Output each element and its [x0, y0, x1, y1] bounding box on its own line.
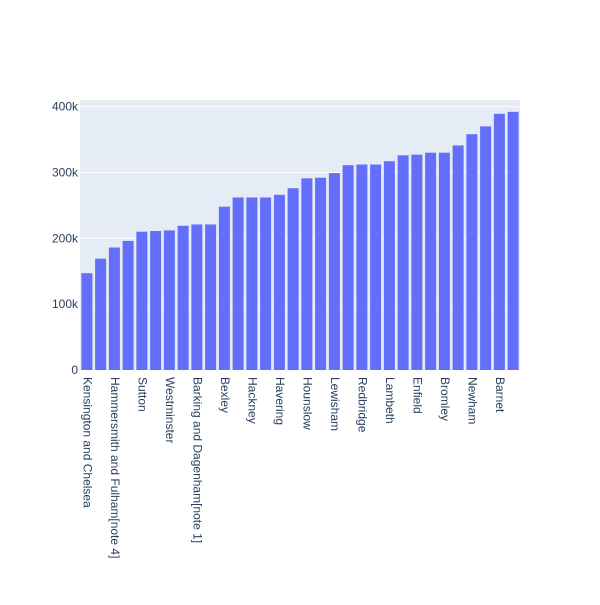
x-tick-label: Kensington and Chelsea: [81, 377, 95, 508]
bar[interactable]: [411, 154, 423, 370]
y-tick-label: 400k: [52, 100, 79, 114]
bar[interactable]: [397, 155, 409, 370]
x-tick-label: Redbridge: [356, 377, 370, 433]
bar[interactable]: [81, 273, 93, 370]
bar[interactable]: [95, 258, 107, 370]
y-tick-label: 200k: [52, 231, 79, 245]
x-tick-label: Bexley: [218, 377, 232, 413]
bar[interactable]: [493, 113, 505, 370]
bar[interactable]: [205, 224, 217, 370]
bar[interactable]: [150, 231, 162, 370]
y-tick-label: 0: [71, 363, 78, 377]
x-tick-label: Hammersmith and Fulham[note 4]: [108, 377, 122, 558]
bar[interactable]: [177, 225, 189, 370]
x-tick-label: Hackney: [246, 377, 260, 424]
bar[interactable]: [452, 145, 464, 370]
bar[interactable]: [273, 194, 285, 370]
y-tick-label: 300k: [52, 165, 79, 179]
bar[interactable]: [438, 152, 450, 370]
bar[interactable]: [191, 224, 203, 370]
bar[interactable]: [301, 178, 313, 370]
bar[interactable]: [287, 188, 299, 370]
bar[interactable]: [480, 126, 492, 370]
bar[interactable]: [122, 240, 134, 370]
bar[interactable]: [108, 247, 120, 370]
bar[interactable]: [342, 165, 354, 370]
x-axis-ticks: Kensington and Chelsea Hammersmith and Fu…: [81, 377, 508, 558]
x-tick-label: Sutton: [136, 377, 150, 412]
bar[interactable]: [232, 197, 244, 370]
bar[interactable]: [507, 111, 519, 370]
x-tick-label: Bromley: [438, 377, 452, 421]
x-tick-label: Hounslow: [301, 377, 315, 430]
bar[interactable]: [218, 206, 230, 370]
bar[interactable]: [163, 230, 175, 370]
x-tick-label: Barnet: [493, 377, 507, 413]
x-tick-label: Newham: [466, 377, 480, 424]
y-tick-label: 100k: [52, 297, 79, 311]
bar[interactable]: [260, 197, 272, 370]
bar[interactable]: [425, 152, 437, 370]
y-axis-ticks: 0 100k 200k 300k 400k: [52, 100, 79, 377]
bar[interactable]: [136, 231, 148, 370]
x-tick-label: Havering: [273, 377, 287, 425]
bar[interactable]: [383, 161, 395, 370]
bar[interactable]: [466, 134, 478, 370]
bar[interactable]: [315, 177, 327, 370]
bar[interactable]: [246, 197, 258, 370]
x-tick-label: Westminster: [163, 377, 177, 443]
x-tick-label: Enfield: [411, 377, 425, 414]
bars: [81, 111, 519, 370]
x-tick-label: Lewisham: [328, 377, 342, 431]
bar[interactable]: [328, 173, 340, 370]
x-tick-label: Lambeth: [383, 377, 397, 424]
bar[interactable]: [356, 164, 368, 370]
bar[interactable]: [370, 164, 382, 370]
x-tick-label: Barking and Dagenham[note 1]: [191, 377, 205, 543]
